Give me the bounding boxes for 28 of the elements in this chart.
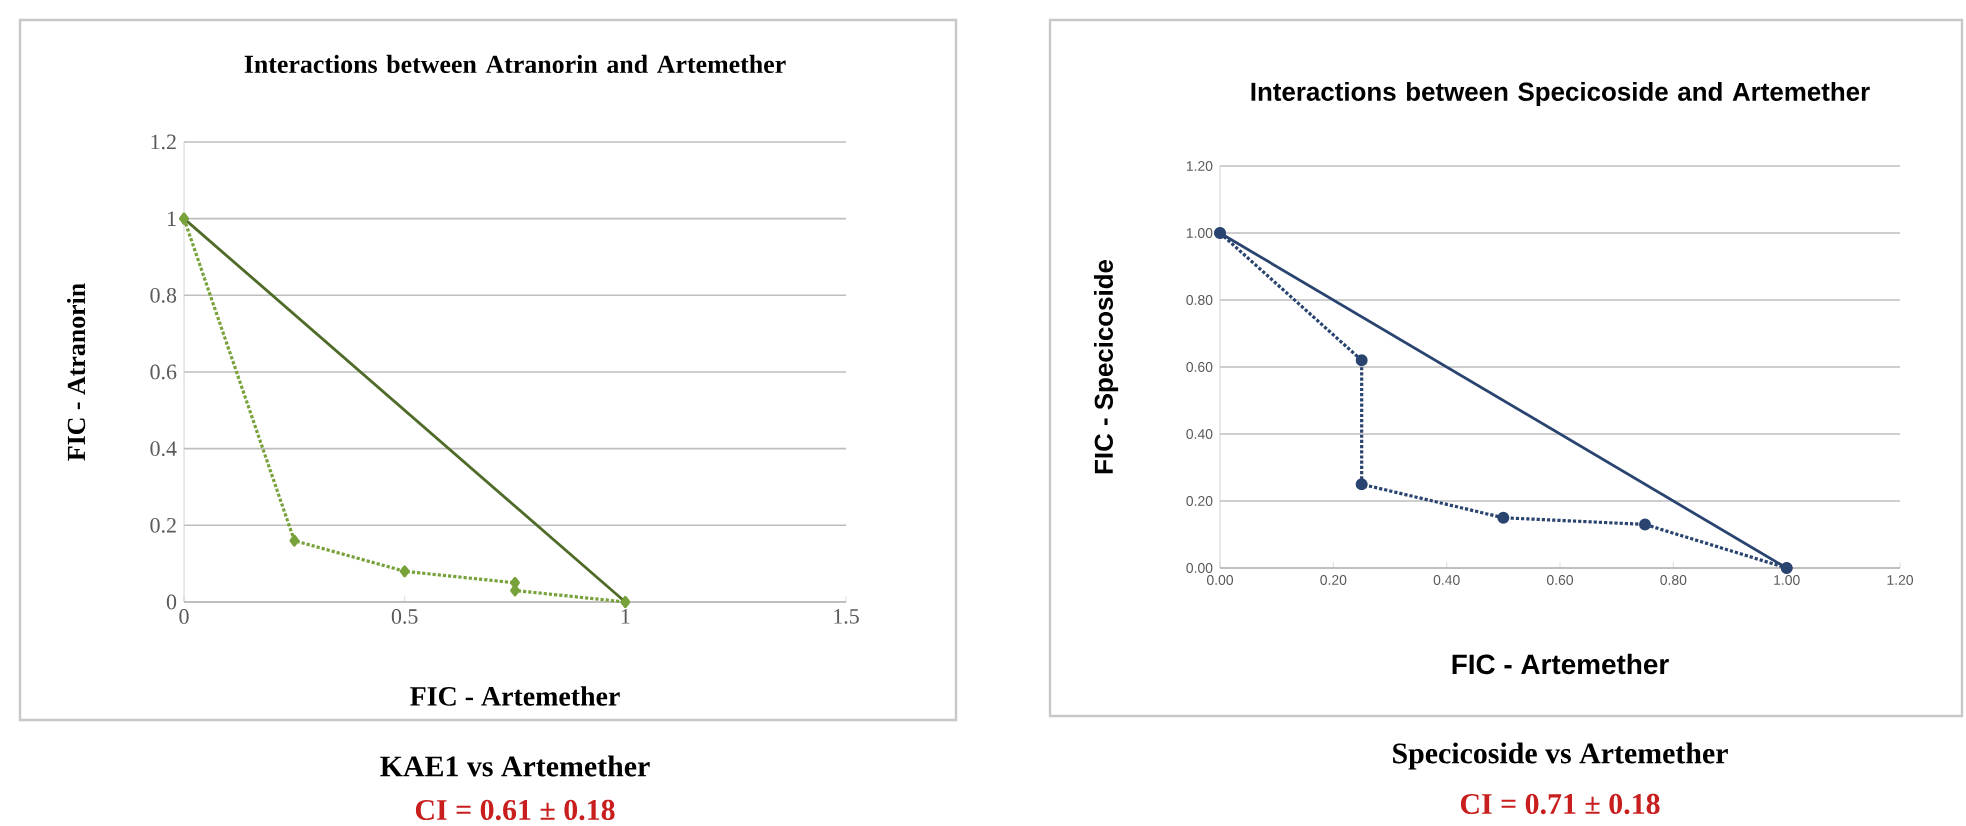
point <box>1355 353 1368 366</box>
x-tick-label: 1 <box>621 608 630 624</box>
x-tick-label: 0 <box>179 608 189 624</box>
y-tick-label: 0.8 <box>150 287 177 303</box>
y-tick-label: 1 <box>167 211 176 226</box>
y-tick-label: 0.6 <box>150 364 177 380</box>
point <box>1497 511 1510 524</box>
y-axis-title: FIC - Specicoside <box>1093 259 1119 473</box>
x-axis-title: FIC - Artemether <box>1452 653 1669 674</box>
y-tick-label: 1.2 <box>151 134 176 150</box>
point <box>399 564 410 577</box>
point <box>1214 226 1227 239</box>
text: Specicoside vs Artemether <box>1393 742 1728 770</box>
y-tick-label: 0.2 <box>150 517 176 533</box>
text: CI = 0.71 ± 0.18 <box>1460 793 1660 814</box>
x-axis-title: FIC - Artemether <box>410 685 620 706</box>
x-tick-label: 0.5 <box>391 608 418 624</box>
text: CI = 0.61 ± 0.18 <box>415 799 615 820</box>
chart-title: Interactions between Atranorin and Artemether <box>244 54 786 73</box>
y-tick-label: 0 <box>166 594 177 610</box>
x-tick-label: 1.5 <box>834 608 859 624</box>
point <box>289 534 300 547</box>
y-tick-label: 0.4 <box>150 440 177 456</box>
point <box>1639 518 1652 531</box>
text: KAE1 vs Artemether <box>380 755 650 777</box>
point <box>1355 477 1368 490</box>
y-axis-title: FIC - Atranorin <box>66 282 86 461</box>
chart-title: Interactions between Specicoside and Artemether <box>1251 81 1870 106</box>
